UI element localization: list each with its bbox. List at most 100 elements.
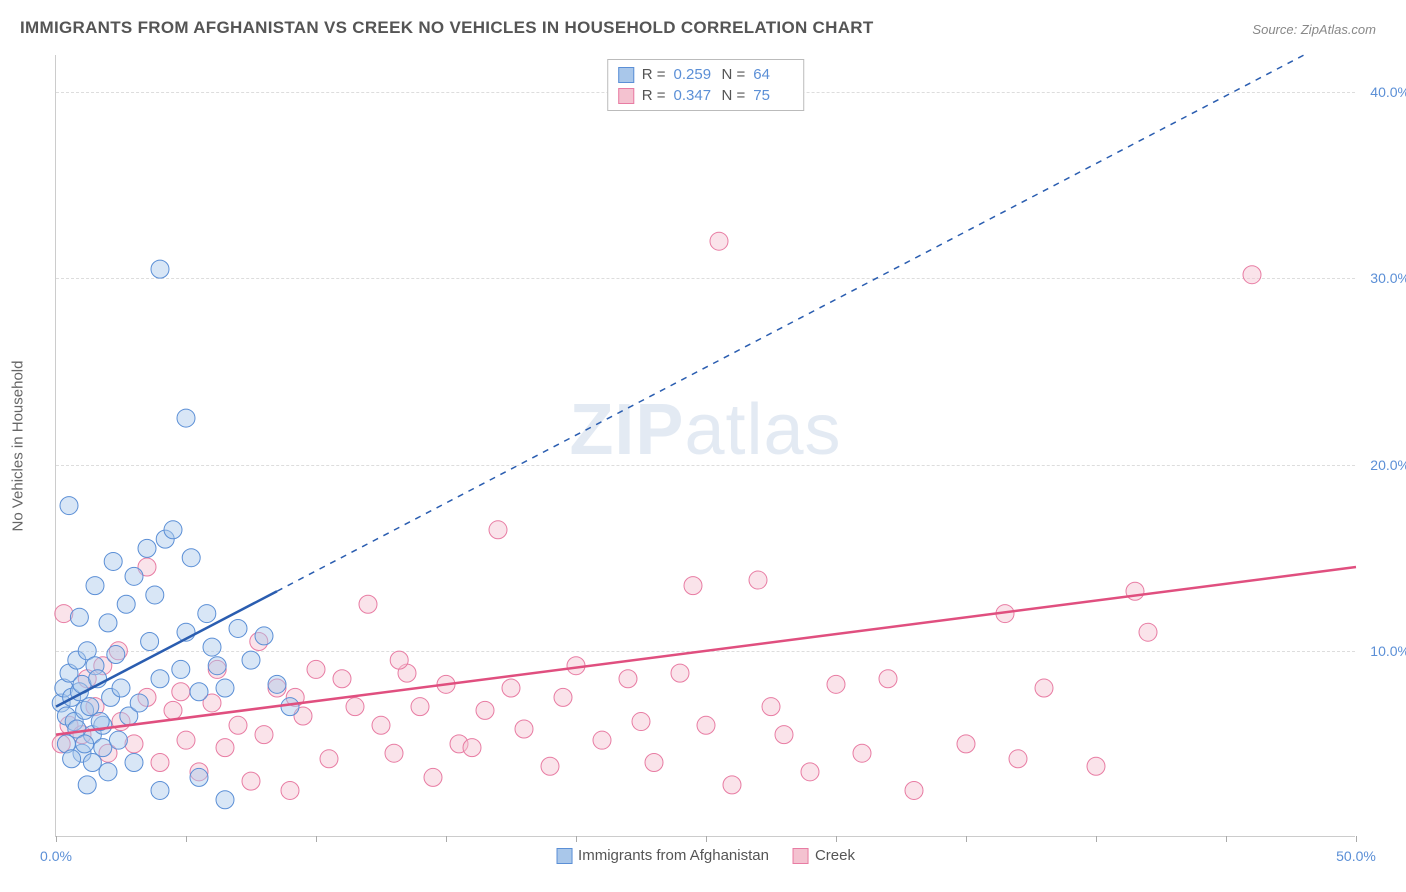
scatter-point [70, 608, 88, 626]
legend-label-1: Creek [815, 847, 855, 864]
scatter-point [281, 781, 299, 799]
scatter-point [125, 567, 143, 585]
scatter-point [424, 768, 442, 786]
scatter-point [83, 754, 101, 772]
scatter-point [255, 726, 273, 744]
scatter-point [190, 683, 208, 701]
scatter-point [255, 627, 273, 645]
scatter-point [125, 735, 143, 753]
scatter-point [78, 776, 96, 794]
scatter-point [229, 619, 247, 637]
scatter-point [55, 605, 73, 623]
scatter-point [645, 754, 663, 772]
x-tick-label: 50.0% [1336, 848, 1376, 864]
scatter-point [242, 651, 260, 669]
scatter-point [138, 539, 156, 557]
scatter-point [390, 651, 408, 669]
scatter-point [905, 781, 923, 799]
source-attribution: Source: ZipAtlas.com [1252, 22, 1376, 37]
chart-container: IMMIGRANTS FROM AFGHANISTAN VS CREEK NO … [0, 0, 1406, 892]
x-tick [576, 836, 577, 842]
legend-item-1: Creek [793, 847, 855, 864]
r-value-1: 0.347 [674, 87, 714, 104]
scatter-point [1139, 623, 1157, 641]
y-tick-label: 40.0% [1360, 84, 1406, 100]
x-tick [1096, 836, 1097, 842]
stats-row-series-0: R = 0.259 N = 64 [618, 64, 794, 85]
scatter-point [63, 750, 81, 768]
legend-label-0: Immigrants from Afghanistan [578, 847, 769, 864]
scatter-point [489, 521, 507, 539]
stats-legend: R = 0.259 N = 64 R = 0.347 N = 75 [607, 59, 805, 111]
scatter-point [198, 605, 216, 623]
source-value: ZipAtlas.com [1301, 22, 1376, 37]
scatter-point [164, 521, 182, 539]
scatter-point [411, 698, 429, 716]
n-value-0: 64 [753, 66, 793, 83]
scatter-point [112, 679, 130, 697]
y-tick-label: 10.0% [1360, 643, 1406, 659]
x-tick [706, 836, 707, 842]
scatter-point [81, 698, 99, 716]
scatter-point [762, 698, 780, 716]
scatter-point [853, 744, 871, 762]
scatter-point [593, 731, 611, 749]
x-tick [836, 836, 837, 842]
source-label: Source: [1252, 22, 1297, 37]
scatter-point [177, 731, 195, 749]
scatter-point [203, 638, 221, 656]
legend-item-0: Immigrants from Afghanistan [556, 847, 769, 864]
x-tick [446, 836, 447, 842]
scatter-point [268, 675, 286, 693]
r-label: R = [642, 87, 666, 104]
scatter-point [216, 791, 234, 809]
scatter-point [801, 763, 819, 781]
scatter-point [775, 726, 793, 744]
r-value-0: 0.259 [674, 66, 714, 83]
trend-line-extrapolated [277, 55, 1304, 591]
x-tick [966, 836, 967, 842]
scatter-point [229, 716, 247, 734]
y-axis-title: No Vehicles in Household [10, 361, 27, 532]
scatter-point [151, 754, 169, 772]
scatter-point [146, 586, 164, 604]
scatter-point [172, 660, 190, 678]
scatter-point [125, 754, 143, 772]
scatter-point [99, 614, 117, 632]
scatter-point [117, 595, 135, 613]
r-label: R = [642, 66, 666, 83]
scatter-point [177, 409, 195, 427]
scatter-point [104, 552, 122, 570]
n-label: N = [722, 87, 746, 104]
scatter-point [710, 232, 728, 250]
scatter-point [1035, 679, 1053, 697]
scatter-point [619, 670, 637, 688]
scatter-point [130, 694, 148, 712]
scatter-point [463, 739, 481, 757]
scatter-point [684, 577, 702, 595]
chart-svg [56, 55, 1355, 836]
scatter-point [141, 633, 159, 651]
scatter-point [182, 549, 200, 567]
scatter-point [60, 497, 78, 515]
scatter-point [307, 660, 325, 678]
scatter-point [515, 720, 533, 738]
swatch-series-0 [618, 67, 634, 83]
x-tick [56, 836, 57, 842]
scatter-point [151, 260, 169, 278]
scatter-point [671, 664, 689, 682]
scatter-point [107, 646, 125, 664]
scatter-point [333, 670, 351, 688]
x-tick-label: 0.0% [40, 848, 72, 864]
scatter-point [554, 688, 572, 706]
scatter-point [723, 776, 741, 794]
y-tick-label: 30.0% [1360, 270, 1406, 286]
scatter-point [372, 716, 390, 734]
scatter-point [86, 577, 104, 595]
plot-area: ZIPatlas 10.0%20.0%30.0%40.0% 0.0%50.0% … [55, 55, 1355, 837]
scatter-point [76, 735, 94, 753]
x-tick [316, 836, 317, 842]
scatter-point [216, 739, 234, 757]
n-label: N = [722, 66, 746, 83]
scatter-point [190, 768, 208, 786]
